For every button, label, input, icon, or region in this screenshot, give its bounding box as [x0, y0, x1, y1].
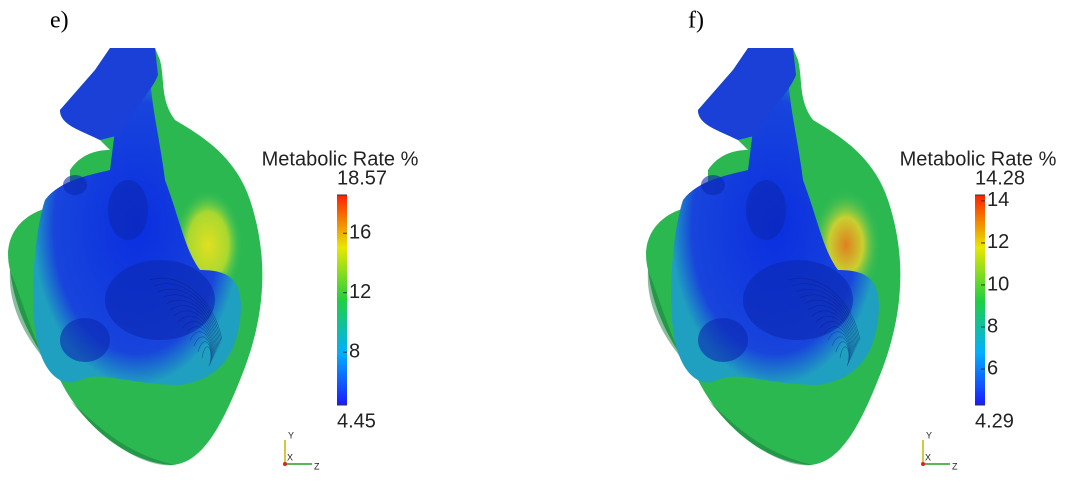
- tick-label: 14: [987, 189, 1009, 211]
- axis-label: Z: [952, 461, 958, 471]
- contour: [803, 299, 857, 349]
- contour: [791, 283, 860, 343]
- aorta: [60, 48, 158, 140]
- colorbar-title: Metabolic Rate %: [262, 148, 419, 170]
- axis-x: [283, 462, 287, 466]
- colorbar-max: 18.57: [337, 167, 387, 189]
- contour: [819, 321, 853, 357]
- colorbar: [975, 195, 985, 405]
- colorbar-title: Metabolic Rate %: [900, 148, 1057, 170]
- chamber: [698, 318, 748, 362]
- axis-x: [921, 462, 925, 466]
- chamber: [746, 180, 786, 240]
- tick-label: 8: [349, 340, 360, 362]
- axis-label: X: [925, 452, 931, 462]
- contour: [177, 315, 216, 355]
- chamber: [63, 175, 87, 195]
- panel: f) Metabolic Rate %14.28 4.29 14 12 10 8 6 Y X Z: [646, 8, 1057, 471]
- tick-label: 10: [987, 273, 1009, 295]
- heart-render: [646, 48, 901, 466]
- contour: [799, 294, 858, 347]
- contour: [157, 288, 221, 345]
- chamber: [105, 260, 215, 340]
- chamber: [743, 260, 853, 340]
- contour: [173, 310, 217, 353]
- panel-label: e): [50, 8, 69, 34]
- contour: [201, 346, 212, 367]
- axis-label: X: [287, 452, 293, 462]
- tick-label: 16: [349, 222, 371, 244]
- contour: [161, 294, 220, 347]
- contour: [169, 305, 218, 351]
- colorbar-min: 4.45: [337, 410, 376, 432]
- contour: [795, 288, 859, 345]
- axis-label: Z: [314, 461, 320, 471]
- aorta: [698, 48, 796, 140]
- axis-label: Y: [288, 430, 294, 440]
- tick-label: 12: [987, 231, 1009, 253]
- contour: [189, 331, 213, 361]
- tick-label: 6: [987, 357, 998, 379]
- contour: [165, 299, 219, 349]
- panel-label: f): [688, 8, 704, 34]
- contour: [787, 277, 861, 341]
- tick-label: 12: [349, 281, 371, 303]
- contour: [181, 321, 215, 357]
- chamber: [108, 180, 148, 240]
- colorbar: [337, 195, 347, 405]
- colorbar-max: 14.28: [975, 167, 1025, 189]
- contour: [149, 277, 223, 341]
- colorbar-min: 4.29: [975, 410, 1014, 432]
- contour: [153, 283, 222, 343]
- tick-label: 8: [987, 315, 998, 337]
- axis-label: Y: [926, 430, 932, 440]
- contour: [811, 310, 855, 353]
- contour: [839, 346, 850, 367]
- contour: [185, 326, 214, 359]
- heart-render: [8, 48, 263, 466]
- contour: [807, 305, 856, 351]
- contour: [815, 315, 854, 355]
- contour: [823, 326, 852, 359]
- contour: [827, 331, 851, 361]
- chamber: [701, 175, 725, 195]
- panel: e) Metabolic Rate %18.57 4.45 16 12 8 Y X Z: [8, 8, 419, 471]
- chamber: [60, 318, 110, 362]
